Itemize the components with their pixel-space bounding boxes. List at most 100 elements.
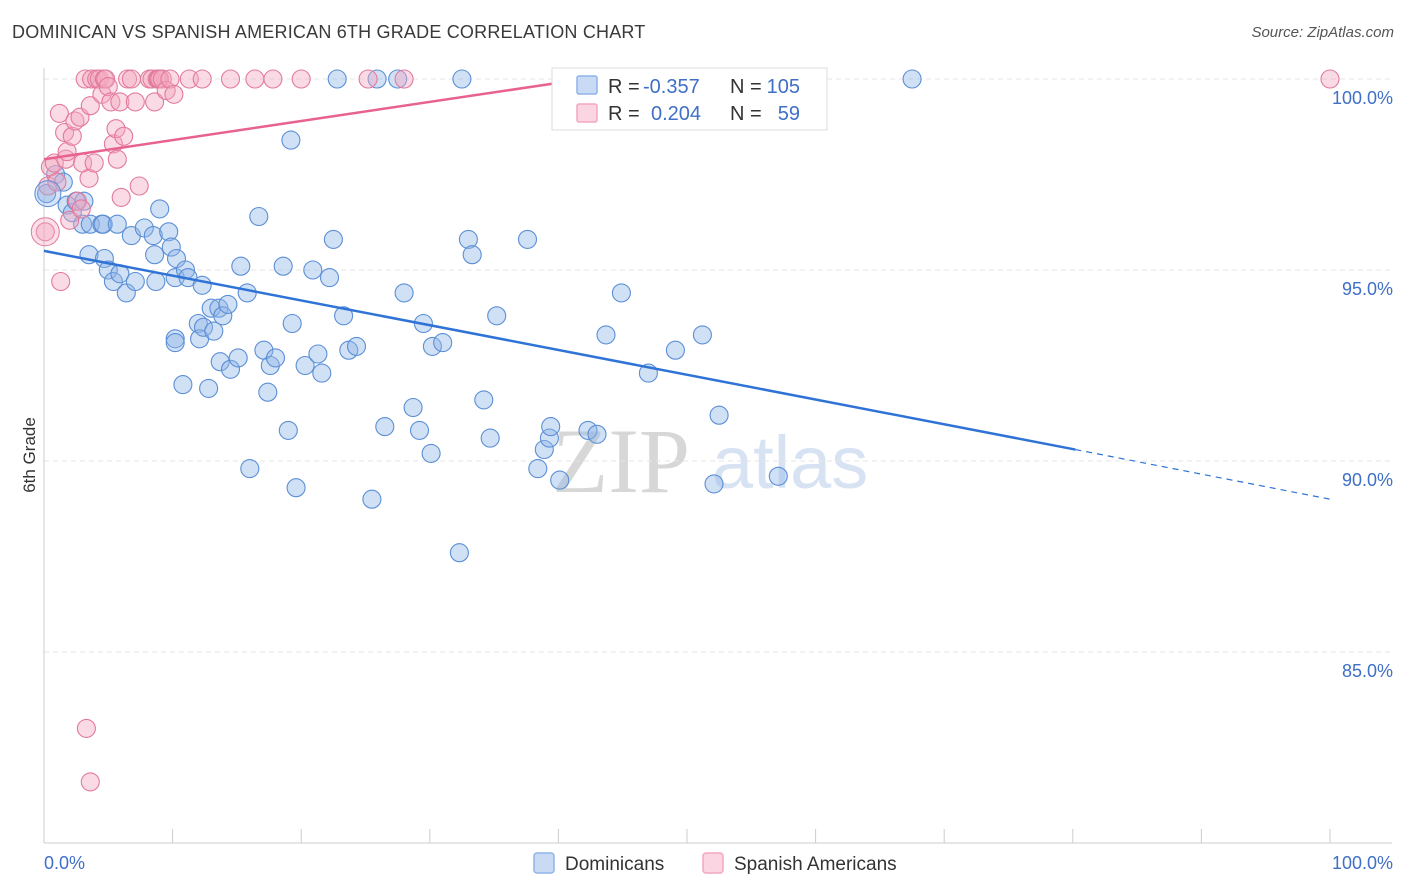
legend-r-value-spanish-americans: 0.204 xyxy=(651,103,701,125)
point-spanish-americans xyxy=(84,153,104,173)
point-dominicans xyxy=(403,397,423,418)
point-dominicans xyxy=(228,348,248,368)
gridlines xyxy=(44,78,1392,653)
trend-line-dominicans xyxy=(43,249,1076,451)
point-spanish-americans xyxy=(1320,69,1340,89)
data-points xyxy=(30,69,1340,792)
point-dominicans xyxy=(449,543,469,563)
point-spanish-americans xyxy=(263,69,283,89)
legend-r-label-spanish-americans: R = xyxy=(608,103,640,125)
point-dominicans xyxy=(375,417,395,437)
point-dominicans xyxy=(281,130,301,150)
legend-n-label-spanish-americans: N = xyxy=(730,103,762,125)
point-spanish-americans xyxy=(80,772,100,792)
legend-n-value-spanish-americans: 59 xyxy=(778,103,800,125)
point-dominicans xyxy=(665,340,685,360)
point-dominicans xyxy=(421,443,441,463)
point-spanish-americans xyxy=(125,92,145,112)
point-dominicans xyxy=(213,306,233,326)
series-legend-swatch-dominicans xyxy=(533,852,555,874)
point-dominicans xyxy=(902,69,922,89)
point-dominicans xyxy=(550,470,570,490)
point-spanish-americans-cluster xyxy=(30,217,60,247)
point-dominicans xyxy=(231,256,251,276)
legend-n-value-dominicans: 105 xyxy=(767,76,800,98)
point-dominicans xyxy=(143,226,163,246)
point-dominicans xyxy=(611,283,631,303)
point-spanish-americans xyxy=(49,103,69,123)
point-dominicans xyxy=(188,313,208,334)
y-tick-label: 95.0% xyxy=(1342,279,1393,299)
point-spanish-americans xyxy=(62,126,82,146)
legend-swatch-dominicans xyxy=(576,75,598,95)
y-axis-title: 6th Grade xyxy=(20,417,39,493)
point-dominicans xyxy=(258,382,278,402)
point-dominicans xyxy=(462,245,482,265)
point-spanish-americans xyxy=(106,119,126,139)
point-dominicans xyxy=(388,69,408,89)
point-dominicans xyxy=(103,271,123,292)
point-dominicans xyxy=(709,405,729,425)
point-dominicans xyxy=(146,271,166,292)
point-dominicans xyxy=(312,363,332,383)
point-dominicans xyxy=(295,355,315,376)
point-spanish-americans xyxy=(65,111,85,131)
point-spanish-americans xyxy=(192,69,212,89)
point-spanish-americans xyxy=(60,210,80,230)
point-spanish-americans xyxy=(110,92,130,112)
legend-n-label-dominicans: N = xyxy=(730,76,762,98)
stats-legend: R = -0.357 N = 105 R = 0.204 N = 59 xyxy=(551,67,828,131)
point-dominicans xyxy=(692,325,712,345)
trend-line-dominicans-extension xyxy=(1075,448,1331,500)
point-dominicans xyxy=(487,306,507,326)
point-dominicans xyxy=(161,237,181,257)
point-spanish-americans xyxy=(129,176,149,196)
point-spanish-americans xyxy=(394,69,414,89)
series-legend: Dominicans Spanish Americans xyxy=(533,852,897,875)
point-spanish-americans xyxy=(164,84,184,104)
point-dominicans xyxy=(394,283,414,303)
point-spanish-americans xyxy=(291,69,311,89)
y-tick-label: 90.0% xyxy=(1342,470,1393,490)
point-dominicans xyxy=(193,317,214,337)
point-dominicans xyxy=(452,69,472,89)
y-tick-label: 85.0% xyxy=(1342,661,1393,681)
point-spanish-americans xyxy=(107,149,127,169)
point-dominicans xyxy=(480,428,500,448)
point-dominicans xyxy=(409,420,430,440)
x-tick-label-min: 0.0% xyxy=(44,853,85,873)
axes xyxy=(43,68,1392,844)
point-dominicans xyxy=(303,260,323,280)
point-dominicans xyxy=(125,271,145,292)
point-dominicans xyxy=(282,313,302,334)
point-dominicans xyxy=(474,390,494,410)
point-dominicans xyxy=(362,489,382,509)
point-spanish-americans xyxy=(76,718,96,738)
chart-source: Source: ZipAtlas.com xyxy=(1251,24,1394,41)
point-dominicans xyxy=(541,417,561,437)
point-dominicans xyxy=(422,336,442,356)
point-dominicans xyxy=(165,333,185,353)
point-dominicans xyxy=(273,256,293,276)
chart-title: DOMINICAN VS SPANISH AMERICAN 6TH GRADE … xyxy=(12,22,646,42)
point-dominicans xyxy=(73,214,93,234)
point-dominicans xyxy=(237,283,257,303)
point-dominicans xyxy=(249,206,269,227)
point-spanish-americans xyxy=(358,69,378,89)
point-dominicans xyxy=(220,359,241,379)
stats-legend-box xyxy=(551,67,828,131)
y-tick-label: 100.0% xyxy=(1332,88,1393,108)
point-spanish-americans xyxy=(79,168,99,188)
point-spanish-americans xyxy=(47,172,67,192)
point-dominicans xyxy=(265,348,286,368)
point-dominicans xyxy=(704,474,724,494)
point-dominicans xyxy=(534,439,554,460)
point-dominicans xyxy=(98,260,118,280)
point-dominicans xyxy=(346,336,367,356)
point-spanish-americans xyxy=(51,271,71,292)
point-dominicans xyxy=(327,69,347,89)
point-dominicans xyxy=(587,424,607,444)
point-dominicans xyxy=(150,199,170,219)
point-spanish-americans xyxy=(220,69,241,89)
